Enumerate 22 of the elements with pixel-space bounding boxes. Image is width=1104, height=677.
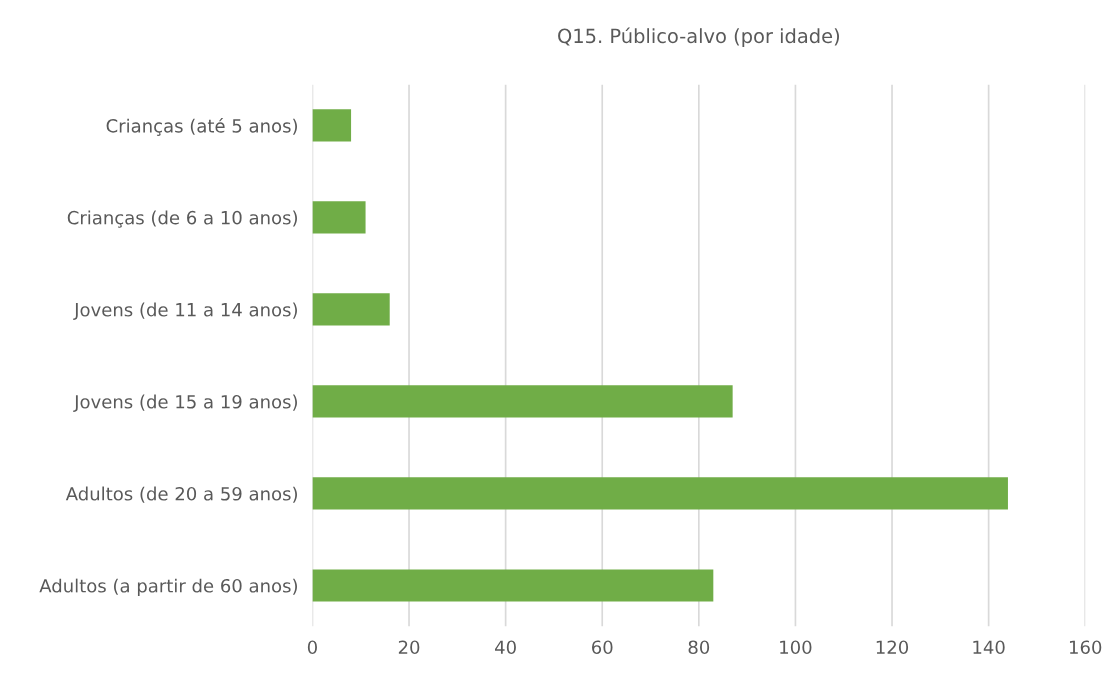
x-tick-label: 20 bbox=[398, 640, 420, 655]
y-tick-label: Adultos (a partir de 60 anos) bbox=[39, 578, 297, 597]
x-tick-label: 160 bbox=[1069, 640, 1102, 655]
bar bbox=[312, 477, 1008, 510]
x-tick-label: 60 bbox=[592, 640, 613, 655]
x-tick-label: 140 bbox=[973, 640, 1005, 655]
x-tick-label: 0 bbox=[307, 640, 317, 655]
y-tick-label: Adultos (de 20 a 59 anos) bbox=[65, 486, 297, 503]
y-tick-label: Crianças (de 6 a 10 anos) bbox=[67, 210, 297, 228]
x-tick-label: 100 bbox=[780, 640, 812, 655]
x-tick-label: 80 bbox=[688, 640, 710, 655]
bar bbox=[312, 385, 733, 418]
bar bbox=[312, 293, 390, 326]
bar bbox=[312, 109, 352, 142]
x-tick-label: 120 bbox=[876, 640, 909, 655]
chart-title: Q15. Público-alvo (por idade) bbox=[558, 27, 839, 47]
y-tick-label: Jovens (de 15 a 19 anos) bbox=[73, 394, 297, 412]
bar bbox=[312, 201, 366, 234]
y-tick-label: Jovens (de 11 a 14 anos) bbox=[73, 302, 297, 320]
y-tick-label: Crianças (até 5 anos) bbox=[106, 117, 297, 136]
bar bbox=[312, 569, 714, 602]
x-tick-label: 40 bbox=[495, 640, 516, 655]
